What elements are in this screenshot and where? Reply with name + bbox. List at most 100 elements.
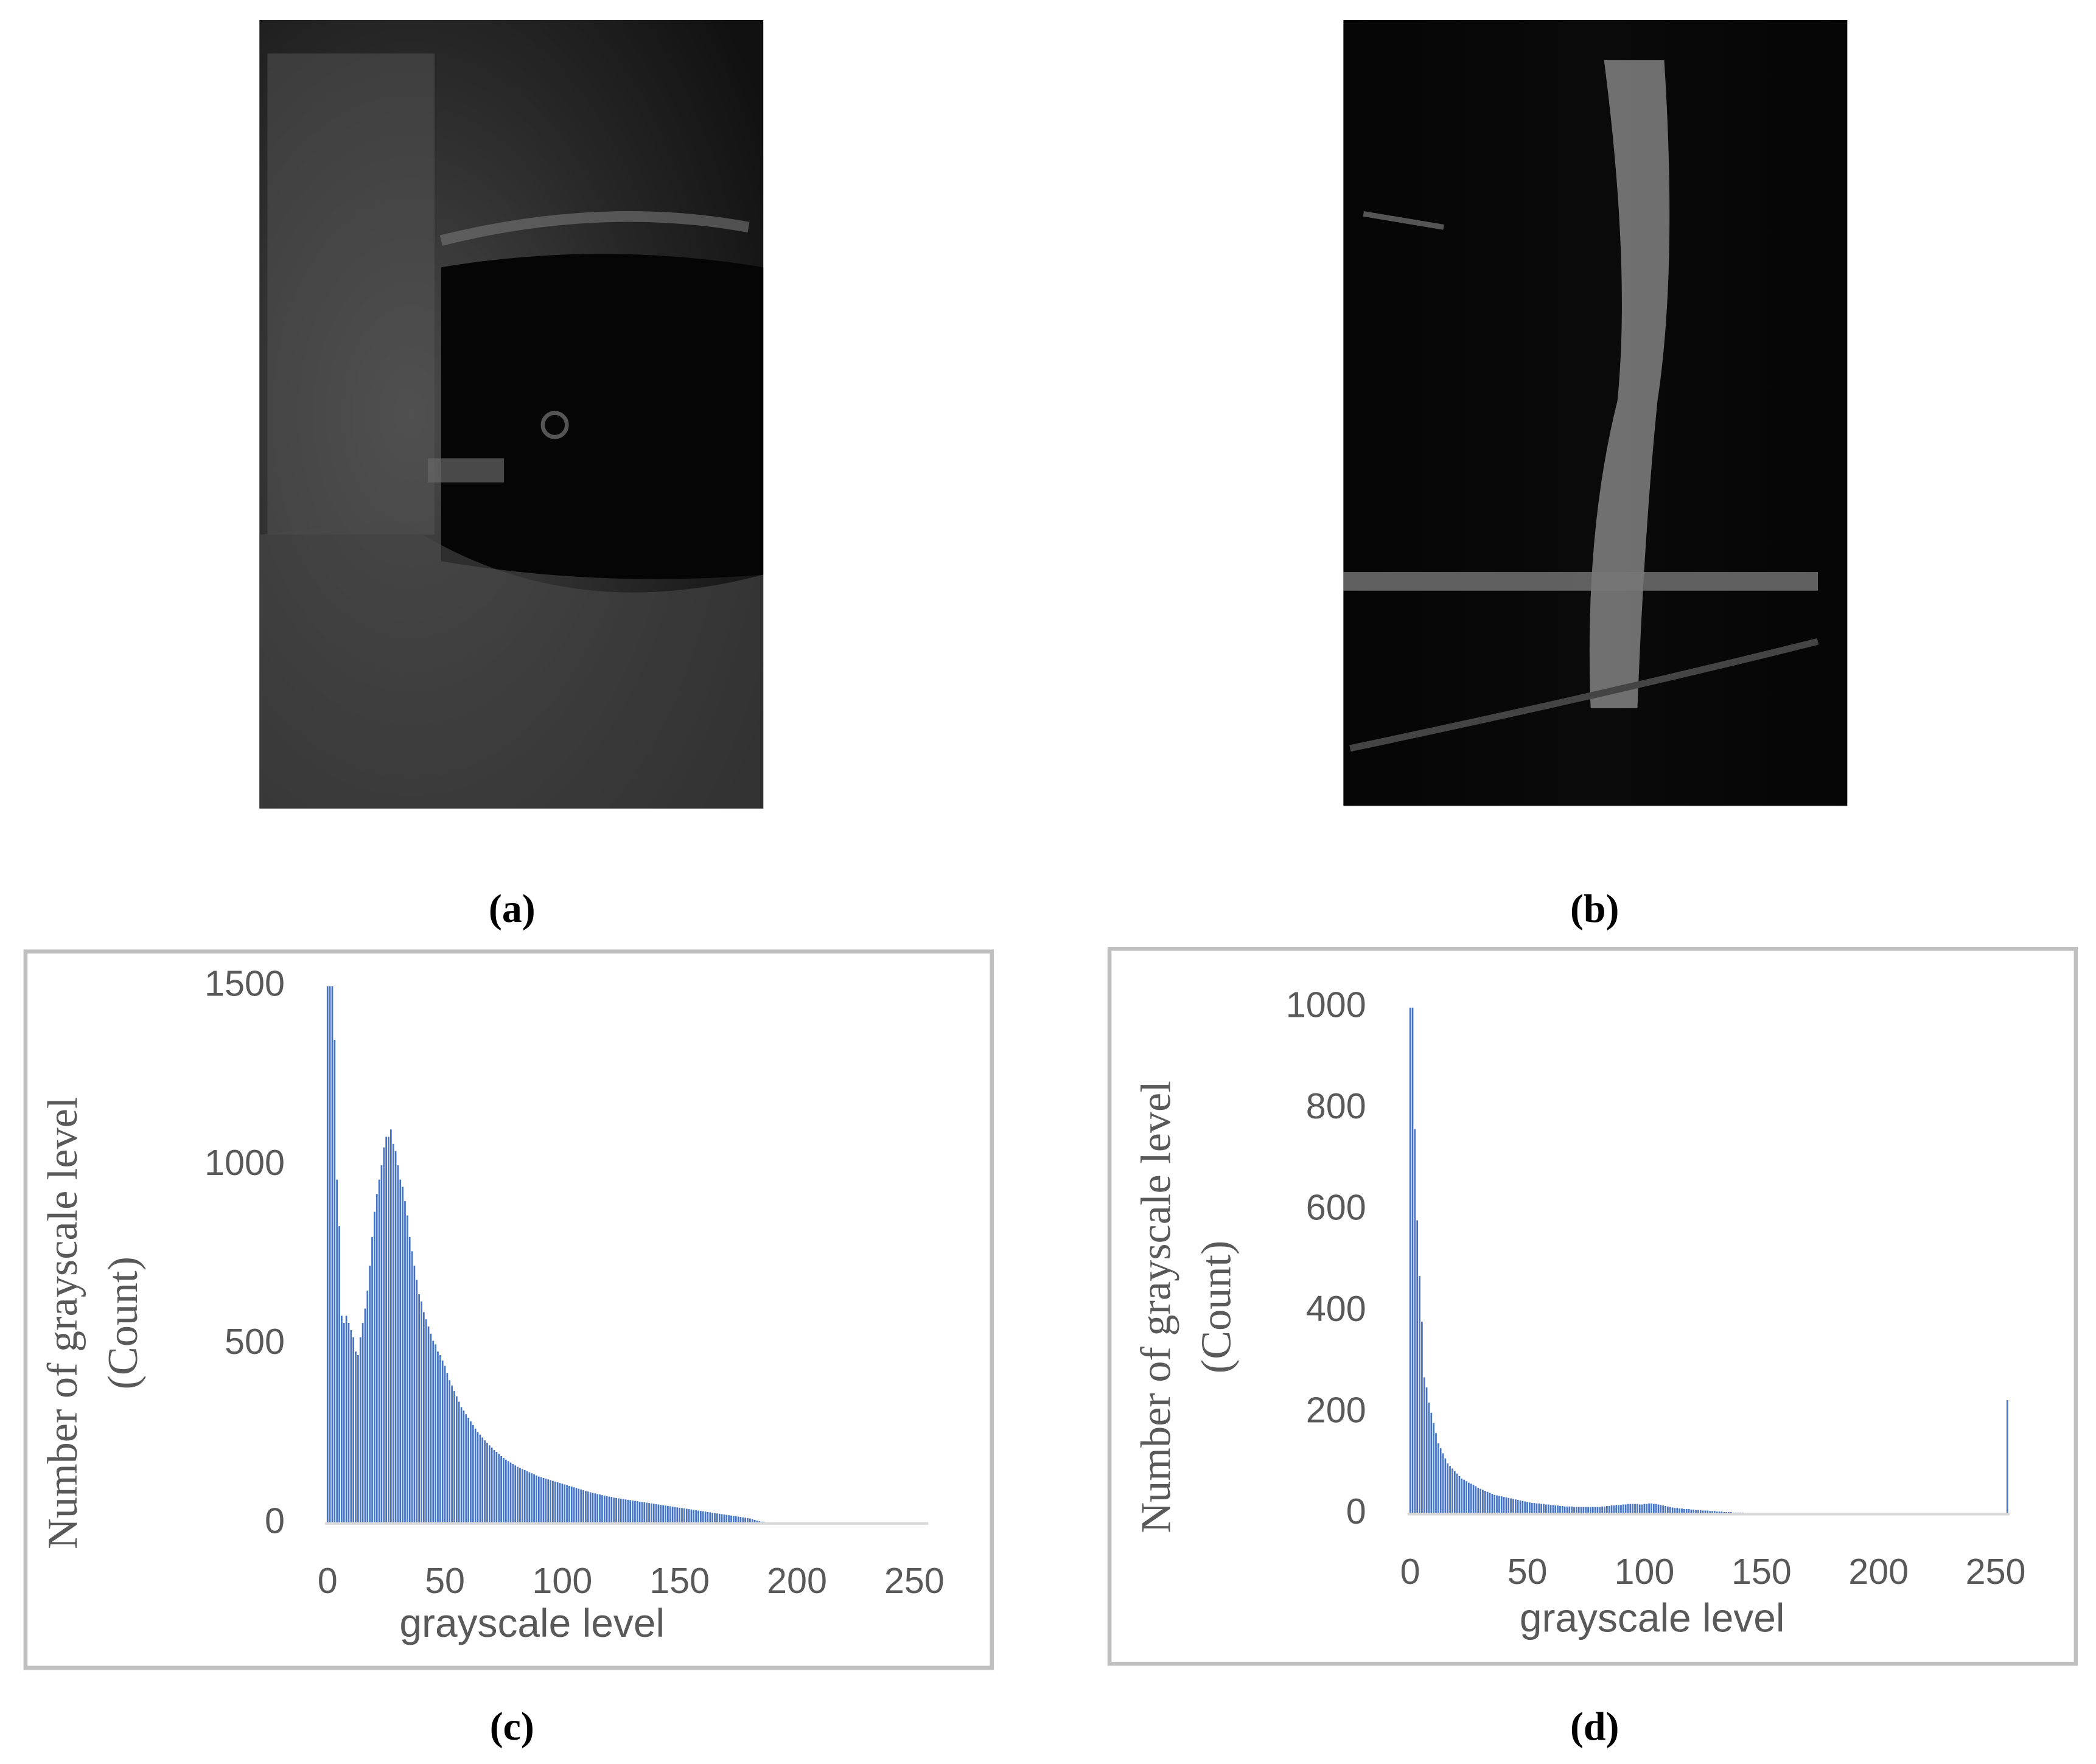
bar <box>1662 1505 1665 1515</box>
bar <box>749 1518 751 1524</box>
bar <box>547 1479 550 1524</box>
bar <box>638 1501 641 1524</box>
bar <box>1498 1496 1500 1515</box>
bar <box>695 1510 697 1524</box>
bar <box>1669 1507 1671 1515</box>
bar <box>503 1457 505 1524</box>
bar <box>1505 1497 1507 1515</box>
bar <box>425 1319 427 1524</box>
bar <box>596 1494 599 1524</box>
x-tick-label: 0 <box>1400 1551 1420 1592</box>
bar <box>655 1504 657 1524</box>
bar <box>470 1421 472 1524</box>
bar <box>651 1503 652 1524</box>
bar <box>1437 1443 1439 1515</box>
bar <box>1591 1507 1594 1515</box>
bar <box>629 1500 632 1524</box>
bar <box>430 1333 432 1524</box>
bar <box>723 1514 725 1524</box>
bar <box>615 1497 617 1524</box>
bar <box>1580 1507 1582 1515</box>
bar <box>744 1518 747 1524</box>
bar <box>359 1337 362 1524</box>
bar <box>437 1351 439 1524</box>
bar <box>753 1519 756 1524</box>
bar <box>1519 1500 1521 1515</box>
bar <box>1587 1507 1589 1515</box>
bar <box>533 1474 535 1524</box>
bar <box>517 1466 519 1524</box>
bar <box>1566 1506 1568 1515</box>
bar <box>1699 1510 1702 1515</box>
bar <box>383 1147 385 1524</box>
bar <box>1526 1502 1528 1515</box>
bar <box>1660 1505 1662 1515</box>
y-tick-label: 0 <box>1346 1491 1366 1532</box>
bar <box>1435 1433 1437 1515</box>
bar <box>521 1469 523 1524</box>
y-axis-title: Number of grayscale level <box>39 1097 86 1549</box>
x-tick-label: 50 <box>425 1560 465 1601</box>
y-tick-label: 1000 <box>204 1142 285 1183</box>
bar <box>1557 1505 1559 1515</box>
bar <box>1554 1505 1557 1515</box>
bar <box>385 1137 387 1524</box>
bar <box>1486 1491 1489 1515</box>
bar <box>495 1451 498 1524</box>
bar <box>747 1518 749 1524</box>
bar <box>1414 1129 1416 1515</box>
bar <box>1510 1498 1512 1515</box>
bar <box>1599 1507 1601 1515</box>
bar <box>362 1323 364 1524</box>
bar <box>474 1428 477 1524</box>
image-b <box>1343 19 1848 806</box>
bar <box>665 1505 666 1524</box>
bar <box>690 1509 693 1524</box>
bar <box>523 1469 526 1524</box>
bar <box>1547 1504 1549 1515</box>
bar <box>1439 1448 1442 1515</box>
y-tick-label: 600 <box>1306 1187 1366 1228</box>
bar <box>404 1201 406 1524</box>
bar <box>1463 1479 1465 1515</box>
x-tick-label: 200 <box>767 1560 827 1601</box>
bar <box>422 1312 425 1524</box>
bar <box>613 1497 615 1524</box>
y-tick-label: 800 <box>1306 1086 1366 1126</box>
bar <box>505 1459 507 1524</box>
bar <box>407 1215 408 1524</box>
bar <box>627 1499 629 1524</box>
bar <box>1693 1509 1695 1515</box>
bar <box>507 1461 509 1524</box>
bar <box>1695 1510 1697 1515</box>
bar <box>427 1326 430 1524</box>
y-tick-label: 0 <box>265 1500 285 1541</box>
bar <box>685 1508 688 1524</box>
bar <box>1667 1506 1669 1515</box>
bar <box>1683 1508 1685 1515</box>
bar <box>1709 1511 1711 1515</box>
y-axis-title: (Count) <box>99 1257 147 1390</box>
bar <box>352 1337 355 1524</box>
bar <box>479 1434 481 1524</box>
bar <box>657 1504 660 1524</box>
bar <box>554 1481 556 1524</box>
bar <box>463 1410 465 1524</box>
bar <box>477 1432 479 1524</box>
bar <box>564 1484 566 1524</box>
bar <box>711 1513 714 1524</box>
bar <box>733 1516 735 1524</box>
bar <box>329 986 331 1524</box>
bar <box>1561 1505 1563 1515</box>
bar <box>702 1511 704 1524</box>
bar <box>449 1380 451 1524</box>
bar <box>1447 1463 1449 1515</box>
bar <box>1531 1502 1533 1515</box>
bar <box>509 1462 512 1524</box>
bar <box>1477 1488 1479 1515</box>
bar <box>444 1365 446 1524</box>
bar <box>498 1454 500 1524</box>
bar <box>493 1450 495 1524</box>
bar <box>618 1498 620 1524</box>
